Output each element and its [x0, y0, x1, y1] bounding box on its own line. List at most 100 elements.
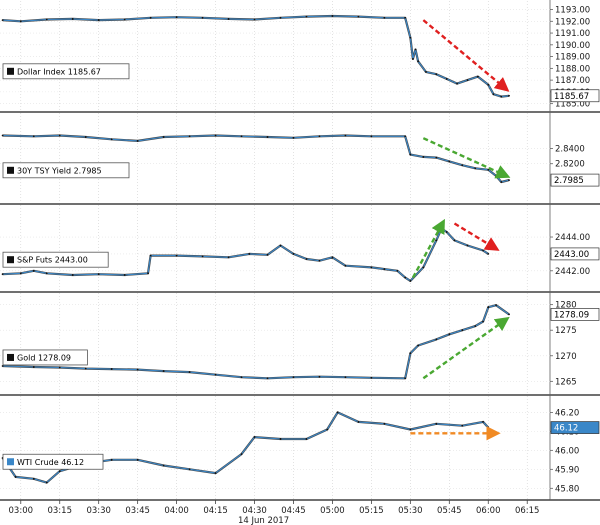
data-point: [487, 253, 490, 255]
data-point: [71, 274, 74, 276]
data-point: [214, 134, 217, 137]
data-point: [508, 179, 510, 181]
trend-arrow: [411, 218, 445, 279]
data-point: [266, 253, 269, 256]
x-tick-label: 03:45: [125, 506, 150, 516]
data-point: [425, 70, 427, 73]
y-tick-label: 1185.00: [555, 100, 590, 110]
data-point: [149, 254, 152, 257]
data-point: [240, 135, 243, 138]
data-point: [240, 376, 243, 379]
data-point: [1, 19, 4, 22]
y-tick-label: 1193.00: [555, 6, 590, 16]
data-point: [461, 329, 464, 332]
data-point: [500, 181, 503, 183]
legend-label: Gold 1278.09: [17, 353, 71, 362]
data-point: [409, 428, 412, 431]
y-tick-label: 1192.00: [555, 17, 590, 27]
data-point: [448, 160, 451, 163]
legend-4: Gold 1278.09: [2, 349, 88, 366]
data-point: [1, 134, 4, 137]
last-value-label: 46.12: [554, 424, 578, 434]
x-tick-label: 03:30: [86, 506, 111, 516]
data-point: [357, 420, 360, 423]
data-point: [331, 15, 334, 17]
data-point: [435, 239, 438, 242]
last-value-label: 1185.67: [554, 92, 589, 102]
panel-2: 2.8400 2.8200 30Y TSY Yield 2.7985 2.7985: [0, 112, 600, 205]
data-point: [110, 368, 113, 370]
data-point: [409, 280, 412, 282]
legend-swatch: [7, 256, 14, 264]
data-point: [445, 78, 448, 80]
data-point: [404, 377, 407, 380]
data-point: [409, 153, 412, 156]
data-point: [45, 272, 48, 275]
data-point: [136, 139, 139, 142]
data-point: [305, 258, 308, 260]
y-tick-label: 1188.00: [555, 64, 590, 74]
data-point: [279, 244, 282, 247]
data-point: [201, 255, 204, 258]
legend-label: S&P Futs 2443.00: [17, 256, 88, 265]
data-point: [123, 18, 126, 21]
data-point: [32, 477, 35, 480]
legend-swatch: [7, 166, 14, 174]
data-point: [147, 272, 149, 275]
data-point: [487, 168, 490, 171]
trend-arrow: [422, 316, 510, 380]
data-point: [1, 365, 4, 367]
data-point: [71, 18, 74, 20]
data-point: [435, 338, 438, 341]
last-value-box: [550, 421, 600, 434]
data-point: [32, 366, 35, 368]
series-shadow: [1, 411, 490, 484]
data-point: [19, 272, 22, 275]
data-point: [404, 276, 407, 279]
data-point: [136, 458, 139, 461]
legend-box: [2, 162, 130, 179]
data-point: [508, 94, 510, 97]
trend-arrow: [422, 19, 510, 92]
data-point: [279, 16, 282, 19]
data-point: [123, 274, 126, 276]
data-point: [396, 269, 399, 272]
x-tick-label: 05:00: [320, 506, 345, 516]
data-point: [318, 375, 321, 378]
data-point: [383, 16, 386, 19]
data-point: [326, 428, 329, 431]
series-line: [2, 134, 510, 183]
last-value-label: 2443.00: [554, 250, 589, 260]
last-value-label: 2.7985: [554, 176, 584, 186]
legend-label: Dollar Index 1185.67: [17, 67, 101, 76]
data-point: [474, 167, 477, 170]
last-value-box: [550, 308, 600, 321]
data-point: [266, 377, 269, 380]
data-point: [370, 376, 373, 379]
legend-3: S&P Futs 2443.00: [2, 251, 109, 268]
data-point: [305, 15, 308, 18]
data-point: [422, 155, 425, 158]
y-tick-label: 46.20: [555, 408, 579, 418]
y-tick-label: 2444.00: [555, 233, 590, 243]
trend-arrow: [422, 137, 511, 179]
legend-label: 30Y TSY Yield 2.7985: [17, 166, 102, 175]
y-tick-label: 45.80: [555, 484, 579, 494]
data-point: [162, 136, 165, 138]
y-tick-label: 1191.00: [555, 29, 590, 39]
data-point: [357, 15, 360, 18]
data-point: [466, 79, 469, 82]
data-point: [97, 19, 100, 22]
data-point: [1, 273, 4, 276]
data-point: [227, 18, 230, 20]
x-tick-label: 04:15: [203, 506, 228, 516]
data-point: [14, 476, 17, 478]
y-tick-label: 45.90: [555, 465, 579, 475]
x-tick-label: 06:15: [515, 506, 540, 516]
y-tick-label: 2.8400: [555, 144, 585, 154]
data-point: [227, 256, 230, 259]
data-point: [417, 60, 420, 63]
data-point: [58, 134, 61, 137]
